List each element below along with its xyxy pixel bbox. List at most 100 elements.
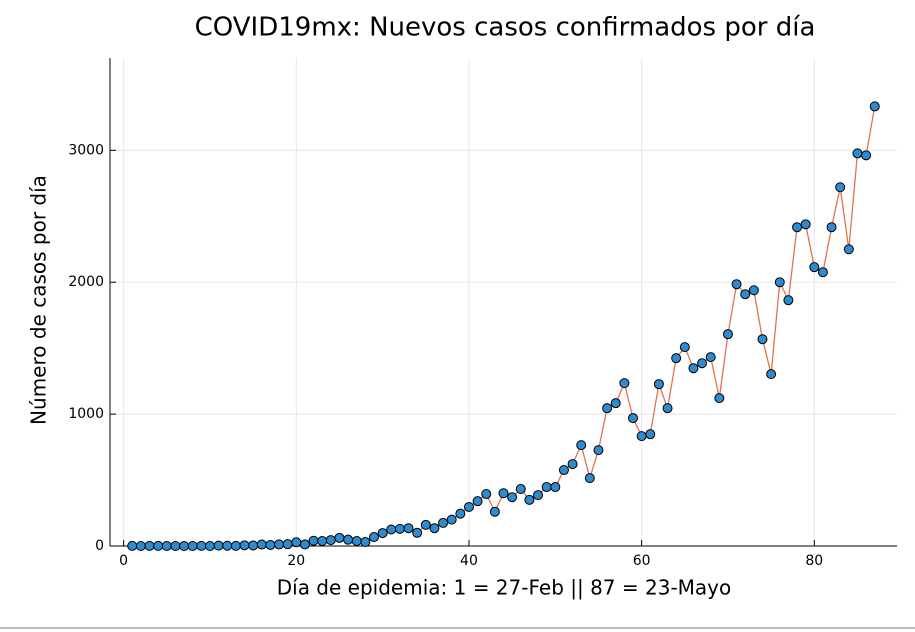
data-point (558, 465, 569, 476)
data-point (170, 541, 181, 551)
data-point (515, 484, 526, 495)
y-axis-label: Número de casos por día (27, 175, 51, 425)
data-point (619, 378, 630, 389)
data-point (783, 295, 794, 306)
data-point (438, 517, 449, 528)
data-point (179, 541, 190, 551)
data-point (455, 508, 466, 519)
data-point (843, 244, 854, 255)
data-point (472, 496, 483, 507)
data-point (187, 541, 198, 551)
data-point (679, 342, 690, 353)
data-point (204, 541, 215, 551)
data-point (317, 535, 328, 546)
x-tick-label: 60 (633, 553, 651, 569)
data-point (213, 540, 224, 551)
data-point (662, 403, 673, 414)
data-point (299, 539, 310, 550)
x-tick-label: 80 (805, 553, 823, 569)
data-point (584, 473, 595, 484)
data-point (507, 492, 518, 503)
data-point (377, 528, 388, 539)
data-point (403, 523, 414, 534)
data-point (394, 523, 405, 534)
data-point (826, 222, 837, 233)
data-point (792, 222, 803, 233)
data-point (161, 541, 172, 551)
data-point (610, 398, 621, 409)
data-point (567, 459, 578, 470)
data-point (722, 329, 733, 340)
data-point (731, 279, 742, 290)
data-point (602, 403, 613, 414)
data-point (325, 535, 336, 546)
data-point (817, 267, 828, 278)
data-point (308, 535, 319, 546)
data-point (852, 148, 863, 159)
data-point (489, 506, 500, 517)
data-point (291, 537, 302, 548)
data-point (196, 540, 207, 551)
data-point (144, 540, 155, 551)
data-point (809, 262, 820, 273)
data-point (627, 413, 638, 424)
data-point (653, 379, 664, 390)
data-point (766, 369, 777, 380)
data-point (636, 431, 647, 442)
series-line (132, 106, 876, 547)
data-point (861, 150, 872, 161)
data-point (420, 519, 431, 530)
data-point (153, 540, 164, 551)
data-point (550, 482, 561, 493)
data-point (360, 537, 371, 548)
data-point (386, 524, 397, 535)
data-point (265, 539, 276, 550)
data-point (481, 489, 492, 500)
data-point (748, 285, 759, 296)
data-point (645, 429, 656, 440)
data-point (429, 523, 440, 534)
data-point (351, 535, 362, 546)
x-tick-label: 0 (119, 553, 128, 569)
data-point (757, 334, 768, 345)
data-point (800, 219, 811, 230)
x-axis-label: Día de epidemia: 1 = 27-Feb || 87 = 23-M… (277, 576, 732, 600)
data-point (230, 540, 241, 551)
y-tick-label: 0 (95, 538, 104, 554)
y-tick-label: 3000 (68, 142, 104, 158)
x-tick-label: 20 (287, 553, 305, 569)
data-point (593, 445, 604, 456)
data-point (697, 358, 708, 369)
data-point (524, 494, 535, 505)
data-point (248, 540, 259, 551)
data-point (498, 488, 509, 499)
data-point (463, 501, 474, 512)
data-point (533, 490, 544, 501)
data-point (705, 352, 716, 363)
data-point (740, 289, 751, 300)
x-tick-label: 40 (460, 553, 478, 569)
data-point (282, 539, 293, 550)
data-point (412, 527, 423, 538)
data-point (869, 101, 880, 112)
data-point (835, 182, 846, 193)
chart-title: COVID19mx: Nuevos casos confirmados por … (195, 13, 816, 43)
data-point (714, 393, 725, 404)
data-point (774, 277, 785, 288)
data-point (541, 482, 552, 493)
data-point (688, 363, 699, 374)
data-point (239, 540, 250, 551)
data-point (369, 532, 380, 543)
data-point (576, 440, 587, 451)
data-point (127, 540, 138, 551)
data-point (343, 534, 354, 545)
data-point (256, 539, 267, 550)
data-point (222, 540, 233, 551)
data-point (446, 514, 457, 525)
y-tick-label: 2000 (68, 274, 104, 290)
data-point (274, 539, 285, 550)
y-tick-label: 1000 (68, 406, 104, 422)
data-point (334, 532, 345, 543)
data-point (135, 541, 146, 551)
